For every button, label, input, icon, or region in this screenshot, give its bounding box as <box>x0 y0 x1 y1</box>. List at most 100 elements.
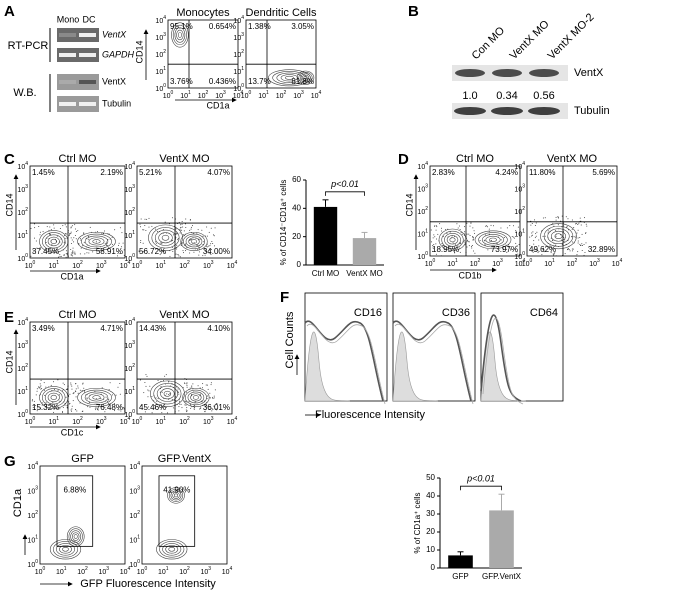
contour <box>441 230 464 249</box>
event-dot <box>94 407 96 409</box>
event-dot <box>555 244 557 246</box>
log-tick-label: 104 <box>514 161 525 171</box>
event-dot <box>39 407 41 409</box>
event-dot <box>567 218 569 220</box>
contour <box>174 493 179 498</box>
event-dot <box>210 227 212 229</box>
tick-base: 10 <box>227 419 235 426</box>
event-dot <box>209 397 211 399</box>
panel-letter: G <box>4 453 16 470</box>
contour <box>68 528 83 545</box>
tick-exp: 3 <box>25 340 28 346</box>
tick-exp: 0 <box>249 90 252 96</box>
tick-base: 10 <box>17 320 25 327</box>
log-tick-label: 104 <box>311 90 322 100</box>
event-dot <box>199 395 201 397</box>
event-dot <box>32 250 34 252</box>
tick-exp: 1 <box>132 230 135 236</box>
event-dot <box>87 238 89 240</box>
event-dot <box>164 404 166 406</box>
event-dot <box>440 227 442 229</box>
bar <box>352 238 377 265</box>
event-dot <box>31 400 33 402</box>
lane-label: DC <box>83 14 96 24</box>
log-tick-label: 100 <box>27 559 38 569</box>
event-dot <box>212 234 214 236</box>
event-dot <box>59 254 61 256</box>
contour <box>174 27 186 43</box>
event-dot <box>210 254 212 256</box>
event-dot <box>147 406 149 408</box>
event-dot <box>474 252 476 254</box>
event-dot <box>143 229 145 231</box>
event-dot <box>106 401 108 403</box>
quadrant-value: 14.43% <box>139 324 166 333</box>
tick-exp: 2 <box>187 416 190 422</box>
event-dot <box>37 413 39 415</box>
event-dot <box>460 255 462 257</box>
event-dot <box>207 388 209 390</box>
event-dot <box>571 248 573 250</box>
gel-lane-bg <box>57 48 99 62</box>
contour <box>77 387 116 407</box>
tick-exp: 0 <box>140 416 143 422</box>
log-tick-label: 102 <box>179 416 190 426</box>
event-dot <box>433 225 435 227</box>
event-dot <box>108 247 110 249</box>
event-dot <box>193 407 195 409</box>
log-tick-label: 101 <box>155 416 166 426</box>
event-dot <box>62 390 64 392</box>
event-dot <box>37 406 39 408</box>
event-dot <box>46 226 48 228</box>
event-dot <box>151 225 153 227</box>
event-dot <box>515 230 517 232</box>
event-dot <box>39 234 41 236</box>
log-tick-label: 102 <box>276 90 287 100</box>
x-tick-label: GFP.VentX <box>482 572 522 581</box>
event-dot <box>472 250 474 252</box>
gel-band <box>59 102 76 106</box>
tick-exp: 2 <box>206 90 209 96</box>
event-dot <box>189 387 191 389</box>
contour <box>478 232 508 248</box>
tick-base: 10 <box>96 419 104 426</box>
event-dot <box>79 389 81 391</box>
event-dot <box>181 229 183 231</box>
event-dot <box>73 241 75 243</box>
event-dot <box>70 409 72 411</box>
tick-exp: 0 <box>43 566 46 572</box>
event-dot <box>213 245 215 247</box>
tick-exp: 1 <box>166 566 169 572</box>
event-dot <box>71 410 73 412</box>
event-dot <box>210 382 212 384</box>
event-dot <box>433 243 435 245</box>
tick-base: 10 <box>25 419 33 426</box>
event-dot <box>41 404 43 406</box>
event-dot <box>560 220 562 222</box>
event-dot <box>547 230 549 232</box>
event-dot <box>139 251 141 253</box>
event-dot <box>435 238 437 240</box>
event-dot <box>538 245 540 247</box>
log-tick-label: 101 <box>158 566 169 576</box>
log-tick-label: 102 <box>155 49 166 59</box>
event-dot <box>108 388 110 390</box>
contour <box>184 389 207 406</box>
gel-lane-bg <box>57 28 99 42</box>
event-dot <box>151 396 153 398</box>
event-dot <box>190 226 192 228</box>
event-dot <box>579 236 581 238</box>
event-dot <box>186 385 188 387</box>
event-dot <box>154 405 156 407</box>
contour <box>190 393 202 402</box>
event-dot <box>68 235 70 237</box>
event-dot <box>70 253 72 255</box>
event-dot <box>553 254 555 256</box>
event-dot <box>144 225 146 227</box>
tick-base: 10 <box>515 261 523 268</box>
panel-letter: D <box>398 151 409 168</box>
tick-base: 10 <box>17 412 25 419</box>
event-dot <box>172 407 174 409</box>
event-dot <box>172 240 174 242</box>
event-dot <box>151 412 153 414</box>
